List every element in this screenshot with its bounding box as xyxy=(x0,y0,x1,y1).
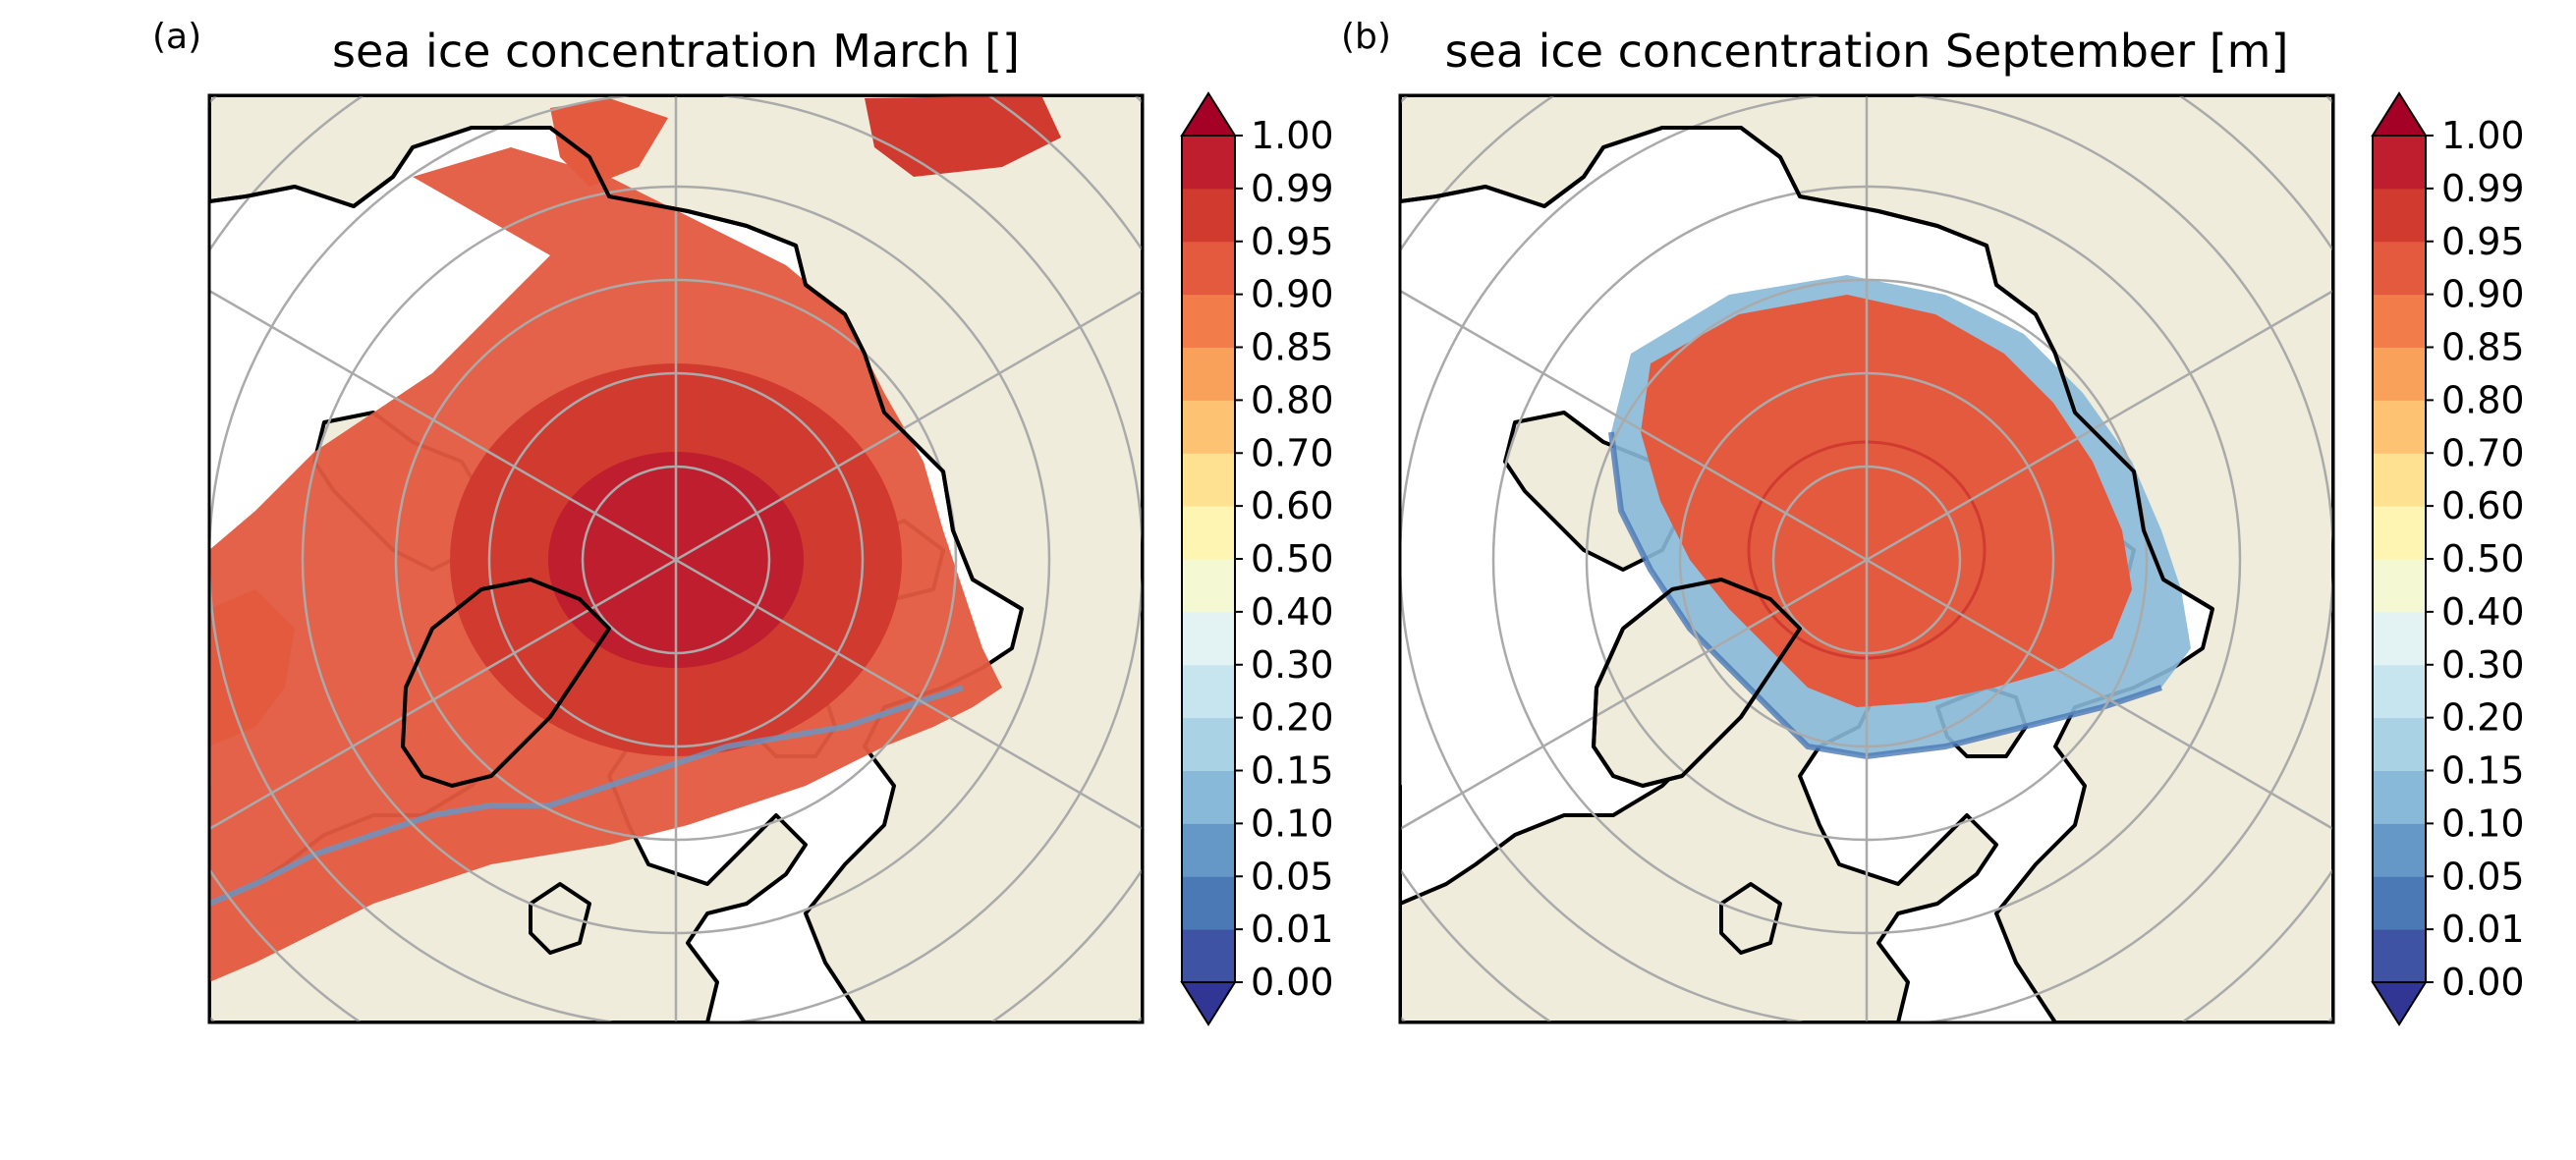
colorbar-b-ticks: 0.00 0.01 0.05 0.10 0.15 0.20 0.30 0.40 0.50 0.60… xyxy=(2426,114,2525,1004)
colorbar-tick-label: 0.90 xyxy=(1251,273,1334,316)
colorbar-tick-label: 0.20 xyxy=(2441,696,2525,740)
colorbar-tick-label: 0.95 xyxy=(2441,220,2525,263)
colorbar-swatch xyxy=(2373,241,2426,296)
colorbar-swatch xyxy=(1182,717,1235,771)
panel-b-title: sea ice concentration September [m] xyxy=(1445,25,2289,78)
colorbar-tick-label: 0.85 xyxy=(1251,326,1334,369)
colorbar-swatch xyxy=(2373,400,2426,454)
colorbar-tick-label: 0.99 xyxy=(1251,167,1334,210)
colorbar-tick-label: 0.90 xyxy=(2441,273,2525,316)
colorbar-swatch xyxy=(2373,611,2426,666)
colorbar-tick-label: 0.80 xyxy=(1251,378,1334,421)
map-a-frame xyxy=(207,93,1145,1024)
ice-field-b xyxy=(1608,275,2191,760)
graticule-b xyxy=(1400,95,2333,1022)
colorbar-swatch xyxy=(1182,823,1235,877)
ice-a-okhotsk xyxy=(865,95,1061,177)
colorbar-swatch xyxy=(1182,559,1235,613)
ice-a-bering xyxy=(550,98,668,187)
colorbar-a: 0.00 0.01 0.05 0.10 0.15 0.20 0.30 0.40 0.50 0.60… xyxy=(1180,91,1334,1026)
colorbar-swatch xyxy=(1182,506,1235,560)
colorbar-swatch xyxy=(1182,453,1235,507)
colorbar-tick-label: 0.01 xyxy=(2441,908,2525,951)
colorbar-swatch xyxy=(1182,876,1235,930)
colorbar-swatch xyxy=(2373,664,2426,719)
panel-a-letter: (a) xyxy=(152,17,201,57)
colorbar-tick-label: 0.95 xyxy=(1251,220,1334,263)
colorbar-tick-label: 0.70 xyxy=(1251,431,1334,474)
colorbar-swatch xyxy=(1182,347,1235,401)
colorbar-tick-label: 0.15 xyxy=(2441,749,2525,793)
colorbar-tick-label: 0.00 xyxy=(2441,961,2525,1004)
colorbar-tick-label: 0.30 xyxy=(2441,643,2525,687)
colorbar-swatch xyxy=(1182,770,1235,824)
colorbar-b-extend-low xyxy=(2371,981,2428,1026)
colorbar-b-swatches xyxy=(2373,136,2426,983)
colorbar-swatch xyxy=(2373,929,2426,983)
map-a xyxy=(209,95,1143,1022)
ice-a-labrador xyxy=(209,589,295,746)
colorbar-a-extend-low xyxy=(1180,981,1237,1026)
ice-a-edge xyxy=(209,685,964,907)
colorbar-tick-label: 0.40 xyxy=(2441,590,2525,634)
colorbar-swatch xyxy=(1182,188,1235,243)
colorbar-swatch xyxy=(1182,664,1235,719)
colorbar-a-extend-high xyxy=(1180,91,1237,137)
colorbar-swatch xyxy=(2373,347,2426,401)
panel-a-title: sea ice concentration March [] xyxy=(332,25,1020,78)
colorbar-swatch xyxy=(2373,559,2426,613)
colorbar-tick-label: 0.15 xyxy=(1251,749,1334,793)
colorbar-tick-label: 0.40 xyxy=(1251,590,1334,634)
map-b-frame xyxy=(1398,93,2335,1024)
colorbar-tick-label: 1.00 xyxy=(2441,114,2525,157)
colorbar-tick-label: 0.60 xyxy=(1251,484,1334,527)
colorbar-swatch xyxy=(2373,136,2426,190)
colorbar-tick-label: 0.30 xyxy=(1251,643,1334,687)
colorbar-swatch xyxy=(1182,294,1235,348)
land-b-scand xyxy=(1719,882,1782,955)
colorbar-tick-label: 0.05 xyxy=(2441,855,2525,898)
colorbar-a-ticks: 0.00 0.01 0.05 0.10 0.15 0.20 0.30 0.40 0.50 0.60… xyxy=(1235,114,1334,1004)
colorbar-tick-label: 0.85 xyxy=(2441,326,2525,369)
colorbar-swatch xyxy=(1182,611,1235,666)
colorbar-swatch xyxy=(2373,294,2426,348)
colorbar-swatch xyxy=(2373,770,2426,824)
colorbar-swatch xyxy=(2373,453,2426,507)
colorbar-tick-label: 0.01 xyxy=(1251,908,1334,951)
land-a-scand xyxy=(529,882,591,955)
colorbar-b-extend-high xyxy=(2371,91,2428,137)
colorbar-a-swatches xyxy=(1182,136,1235,983)
ice-b-edge-line xyxy=(1608,431,2162,760)
colorbar-swatch xyxy=(2373,823,2426,877)
map-b xyxy=(1400,95,2333,1022)
panel-a: (a) sea ice concentration March [] xyxy=(152,17,1334,1026)
colorbar-tick-label: 0.60 xyxy=(2441,484,2525,527)
colorbar-tick-label: 0.50 xyxy=(2441,537,2525,580)
colorbar-b: 0.00 0.01 0.05 0.10 0.15 0.20 0.30 0.40 0.50 0.60… xyxy=(2371,91,2525,1026)
colorbar-tick-label: 0.70 xyxy=(2441,431,2525,474)
colorbar-tick-label: 0.50 xyxy=(1251,537,1334,580)
panel-b: (b) sea ice concentration September [m] xyxy=(1341,17,2525,1026)
graticule-a xyxy=(209,95,1143,1022)
coastline-b xyxy=(1400,126,2214,788)
colorbar-swatch xyxy=(1182,241,1235,296)
colorbar-tick-label: 0.20 xyxy=(1251,696,1334,740)
colorbar-swatch xyxy=(1182,929,1235,983)
colorbar-tick-label: 0.05 xyxy=(1251,855,1334,898)
colorbar-tick-label: 0.00 xyxy=(1251,961,1334,1004)
colorbar-swatch xyxy=(2373,188,2426,243)
colorbar-swatch xyxy=(1182,400,1235,454)
colorbar-tick-label: 0.99 xyxy=(2441,167,2525,210)
colorbar-tick-label: 0.10 xyxy=(2441,801,2525,845)
colorbar-tick-label: 0.10 xyxy=(1251,801,1334,845)
colorbar-swatch xyxy=(2373,876,2426,930)
colorbar-tick-label: 1.00 xyxy=(1251,114,1334,157)
colorbar-swatch xyxy=(2373,717,2426,771)
colorbar-swatch xyxy=(2373,506,2426,560)
colorbar-tick-label: 0.80 xyxy=(2441,378,2525,421)
panel-b-letter: (b) xyxy=(1341,17,1391,57)
coastline-a xyxy=(209,126,1024,788)
colorbar-swatch xyxy=(1182,136,1235,190)
